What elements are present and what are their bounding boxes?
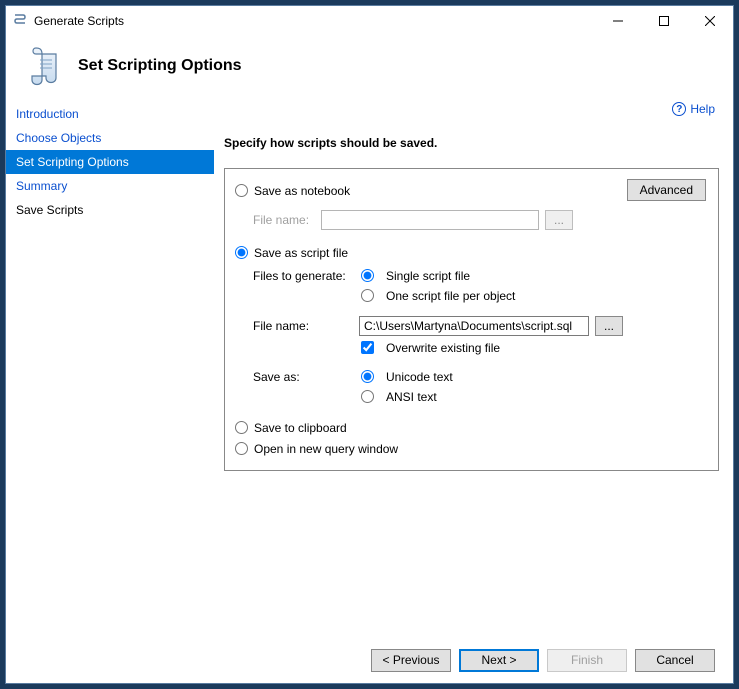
save-as-script-file-label[interactable]: Save as script file [254,246,348,260]
notebook-filename-label: File name: [249,213,321,227]
sidebar-item-choose-objects[interactable]: Choose Objects [6,126,214,150]
next-button[interactable]: Next > [459,649,539,672]
wizard-footer: < Previous Next > Finish Cancel [6,637,733,683]
page-title: Set Scripting Options [78,57,242,75]
script-icon [24,44,68,88]
dialog-body: Introduction Choose Objects Set Scriptin… [6,102,733,637]
window-title: Generate Scripts [34,14,595,28]
overwrite-label[interactable]: Overwrite existing file [386,341,500,355]
sidebar-item-introduction[interactable]: Introduction [6,102,214,126]
sidebar-item-save-scripts[interactable]: Save Scripts [6,198,214,222]
minimize-button[interactable] [595,6,641,36]
advanced-button[interactable]: Advanced [627,179,706,201]
open-new-query-label[interactable]: Open in new query window [254,442,398,456]
single-script-file-radio[interactable] [361,269,374,282]
finish-button: Finish [547,649,627,672]
save-as-notebook-radio[interactable] [235,184,248,197]
app-icon [12,13,28,29]
wizard-steps-sidebar: Introduction Choose Objects Set Scriptin… [6,102,214,637]
unicode-radio[interactable] [361,370,374,383]
unicode-label[interactable]: Unicode text [386,370,453,384]
help-label: Help [690,102,715,116]
dialog-window: Generate Scripts [6,6,733,683]
help-link[interactable]: ? Help [672,102,715,116]
browse-button[interactable]: ... [595,316,623,336]
files-to-generate-label: Files to generate: [249,269,359,283]
one-per-object-radio[interactable] [361,289,374,302]
notebook-browse-button: ... [545,210,573,230]
window-controls [595,6,733,36]
single-script-file-label[interactable]: Single script file [386,269,470,283]
cancel-button[interactable]: Cancel [635,649,715,672]
help-icon: ? [672,102,686,116]
instruction-text: Specify how scripts should be saved. [224,136,719,150]
file-name-input[interactable] [359,316,589,336]
ansi-label[interactable]: ANSI text [386,390,437,404]
save-as-label: Save as: [249,370,359,384]
close-button[interactable] [687,6,733,36]
sidebar-item-set-scripting-options[interactable]: Set Scripting Options [6,150,214,174]
maximize-button[interactable] [641,6,687,36]
save-to-clipboard-label[interactable]: Save to clipboard [254,421,347,435]
overwrite-checkbox[interactable] [361,341,374,354]
one-per-object-label[interactable]: One script file per object [386,289,515,303]
open-new-query-radio[interactable] [235,442,248,455]
ansi-radio[interactable] [361,390,374,403]
page-header: Set Scripting Options [6,36,733,102]
titlebar: Generate Scripts [6,6,733,36]
save-as-script-file-radio[interactable] [235,246,248,259]
sidebar-item-summary[interactable]: Summary [6,174,214,198]
save-as-notebook-label[interactable]: Save as notebook [254,184,350,198]
options-panel: Save as notebook Advanced File name: ...… [224,168,719,471]
file-name-label: File name: [249,319,359,333]
content-area: ? Help Specify how scripts should be sav… [214,102,733,637]
save-to-clipboard-radio[interactable] [235,421,248,434]
notebook-filename-input [321,210,539,230]
previous-button[interactable]: < Previous [371,649,451,672]
